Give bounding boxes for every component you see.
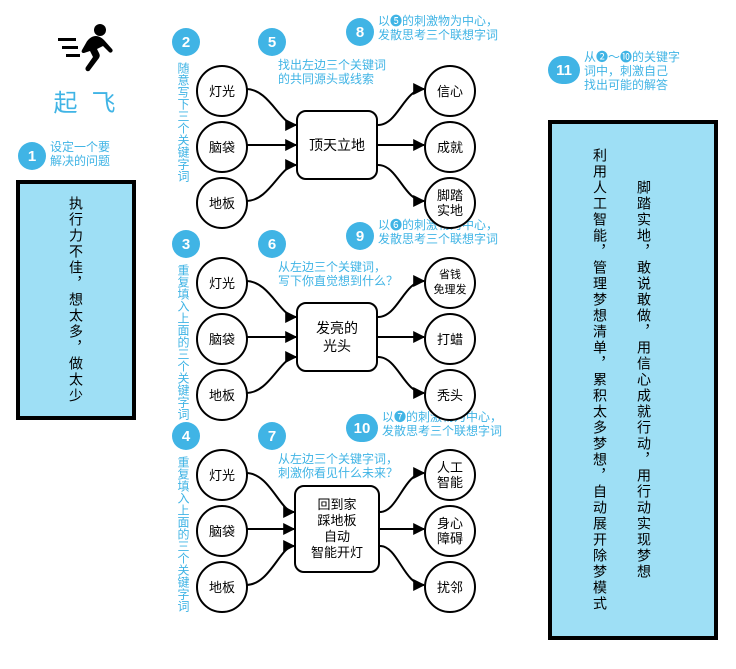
r3-left-2: 地板 (196, 561, 248, 613)
r3-left-1: 脑袋 (196, 505, 248, 557)
r2-right-0: 省钱 免理发 (424, 257, 476, 309)
panel-problem: 执行力不佳，想太多，做太少 (16, 180, 136, 420)
r1-right-1: 成就 (424, 121, 476, 173)
logo: 起飞 (38, 20, 138, 118)
step-label-4: 重复填入上面的三个关键字词 (176, 456, 189, 612)
panel-answer: 脚踏实地，敢说敢做，用信心成就行动，用行动实现梦想 利用人工智能，管理梦想清单，… (548, 120, 718, 640)
step-label-1: 设定一个要 解决的问题 (50, 140, 110, 168)
step-badge-9: 9 (346, 222, 374, 250)
r1-right-0: 信心 (424, 65, 476, 117)
step-badge-2: 2 (172, 28, 200, 56)
step-badge-11: 11 (548, 56, 580, 84)
step-badge-4: 4 (172, 422, 200, 450)
r2-right-2: 秃头 (424, 369, 476, 421)
step-label-6: 从左边三个关键词， 写下你直觉想到什么？ (278, 260, 398, 288)
step-badge-6: 6 (258, 230, 286, 258)
panel-problem-text: 执行力不佳，想太多，做太少 (65, 196, 87, 404)
r2-left-1: 脑袋 (196, 313, 248, 365)
r1-center: 顶天立地 (296, 110, 378, 180)
step-badge-1: 1 (18, 142, 46, 170)
step-label-8: 以❺的刺激物为中心， 发散思考三个联想字词 (378, 14, 498, 42)
step-badge-7: 7 (258, 422, 286, 450)
r1-right-2: 脚踏 实地 (424, 177, 476, 229)
r1-left-2: 地板 (196, 177, 248, 229)
r3-right-0: 人工 智能 (424, 449, 476, 501)
r3-right-2: 扰邻 (424, 561, 476, 613)
diagram-canvas: 起飞 执行力不佳，想太多，做太少 脚踏实地，敢说敢做，用信心成就行动，用行动实现… (0, 0, 736, 669)
r2-left-0: 灯光 (196, 257, 248, 309)
step-label-3: 重复填入上面的三个关键字词 (176, 264, 189, 420)
r2-left-2: 地板 (196, 369, 248, 421)
step-badge-5: 5 (258, 28, 286, 56)
step-badge-3: 3 (172, 230, 200, 258)
step-label-2: 随意写下三个关键字词 (176, 62, 189, 182)
r2-center: 发亮的 光头 (296, 302, 378, 372)
step-badge-10: 10 (346, 414, 378, 442)
r1-left-1: 脑袋 (196, 121, 248, 173)
step-label-11: 从❷～❿的关键字 词中，刺激自己 找出可能的解答 (584, 50, 680, 92)
r2-right-1: 打蜡 (424, 313, 476, 365)
logo-text: 起飞 (38, 83, 138, 118)
panel-answer-text: 脚踏实地，敢说敢做，用信心成就行动，用行动实现梦想 利用人工智能，管理梦想清单，… (589, 148, 677, 612)
r1-left-0: 灯光 (196, 65, 248, 117)
step-label-7: 从左边三个关键字词， 刺激你看见什么未来？ (278, 452, 398, 480)
r3-center: 回到家 踩地板 自动 智能开灯 (294, 485, 380, 573)
step-badge-8: 8 (346, 18, 374, 46)
r3-left-0: 灯光 (196, 449, 248, 501)
runner-icon (52, 20, 124, 76)
step-label-5: 找出左边三个关键词 的共同源头或线索 (278, 58, 386, 86)
r3-right-1: 身心 障碍 (424, 505, 476, 557)
